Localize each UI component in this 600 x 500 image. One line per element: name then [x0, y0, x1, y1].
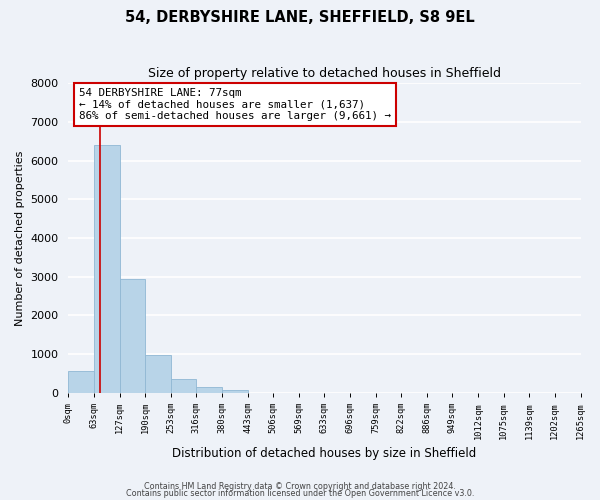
- Bar: [222, 390, 248, 393]
- Bar: [119, 278, 145, 393]
- Text: Contains public sector information licensed under the Open Government Licence v3: Contains public sector information licen…: [126, 490, 474, 498]
- Bar: [94, 145, 119, 393]
- Bar: [171, 378, 196, 393]
- Text: 54, DERBYSHIRE LANE, SHEFFIELD, S8 9EL: 54, DERBYSHIRE LANE, SHEFFIELD, S8 9EL: [125, 10, 475, 25]
- Bar: [68, 371, 94, 393]
- Bar: [196, 386, 222, 393]
- Bar: [145, 356, 171, 393]
- Title: Size of property relative to detached houses in Sheffield: Size of property relative to detached ho…: [148, 68, 501, 80]
- Text: Contains HM Land Registry data © Crown copyright and database right 2024.: Contains HM Land Registry data © Crown c…: [144, 482, 456, 491]
- Y-axis label: Number of detached properties: Number of detached properties: [15, 150, 25, 326]
- Text: 54 DERBYSHIRE LANE: 77sqm
← 14% of detached houses are smaller (1,637)
86% of se: 54 DERBYSHIRE LANE: 77sqm ← 14% of detac…: [79, 88, 391, 121]
- X-axis label: Distribution of detached houses by size in Sheffield: Distribution of detached houses by size …: [172, 447, 476, 460]
